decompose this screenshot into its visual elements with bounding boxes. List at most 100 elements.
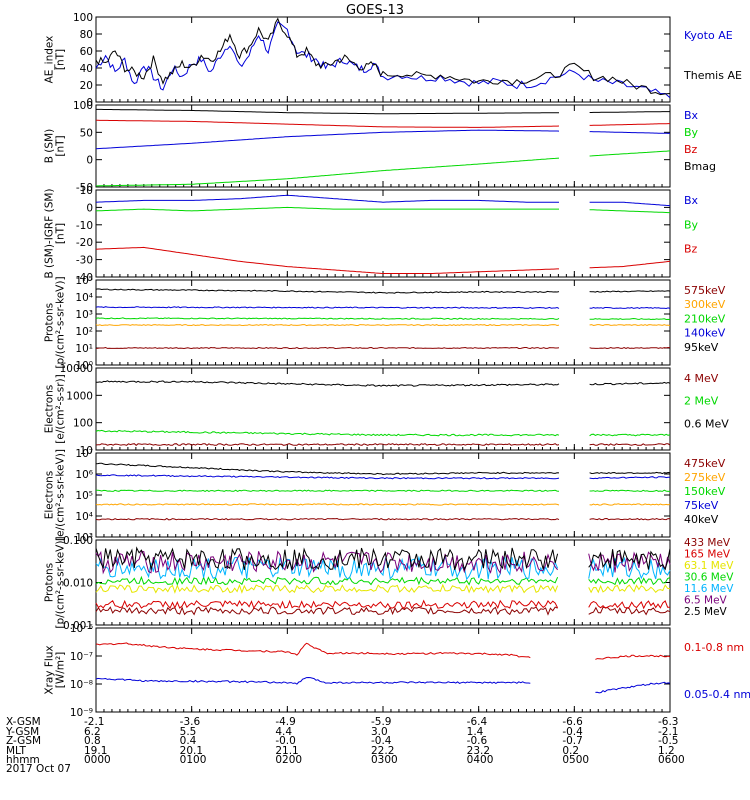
panel-frame (95, 189, 671, 278)
y-tick-label: 40 (80, 63, 93, 75)
footer-cell: 0.4 (179, 735, 197, 747)
y-tick-label: -10 (76, 220, 93, 232)
footer-cell: 0200 (275, 754, 303, 766)
series-line (95, 503, 671, 506)
footer-cell: -6.4 (466, 716, 488, 728)
footer-cell: 6.2 (84, 726, 101, 738)
panel-1: 100 80 60 40 20 0 AE_index [nT] Kyoto AE Themis A… (44, 12, 742, 109)
y-tick-label: 100 (73, 100, 93, 112)
y-tick-label: 0.100 (63, 535, 93, 547)
footer-cell: 0400 (466, 754, 494, 766)
panel-5: 10000 1000 100 10 Electrons [e/(cm²-s-sr)] 4 M… (44, 363, 730, 457)
series-line (95, 550, 671, 575)
footer-row-label: hhmm (6, 754, 40, 766)
y-axis-label: [W/m²] (55, 652, 67, 689)
y-axis-label: [p/(cm²-s-sr-keV)] (55, 536, 67, 628)
footer-cell: 0.8 (84, 735, 101, 747)
y-tick-label: 20 (80, 80, 93, 92)
panel-6: 10⁷ 10⁶ 10⁵ 10⁴ 10³ Electrons [e/(cm²-s-sr-keV… (44, 448, 726, 544)
footer-cell: 0000 (84, 754, 111, 766)
series-line (95, 317, 671, 321)
y-axis-label: [e/(cm²-s-sr)] (55, 374, 67, 443)
legend-label: 210keV (684, 312, 726, 325)
y-axis-label: [p/(cm²-s-sr-keV)] (55, 276, 67, 368)
footer-cell: 4.4 (275, 726, 293, 738)
series-line (95, 583, 671, 594)
series-line (95, 346, 671, 350)
footer-cell: 23.2 (466, 745, 491, 757)
panel-3: 10 0 -10 -20 -30 -40 B (SM)-IGRF (SM) [nT] Bx By B… (44, 185, 699, 284)
series-line (95, 380, 671, 388)
series-line (96, 150, 671, 187)
y-tick-label: 10⁻⁹ (70, 707, 93, 719)
y-axis-label: [nT] (55, 223, 67, 244)
y-tick-label: -20 (76, 237, 93, 249)
series-line (95, 462, 671, 476)
legend-label: 300keV (684, 298, 726, 311)
footer-cell: 5.5 (179, 726, 197, 738)
series-line (95, 429, 671, 437)
legend-label: 0.6 MeV (684, 417, 729, 430)
series-line (95, 599, 670, 610)
legend-label: 0.05-0.4 nm (684, 688, 750, 701)
y-tick-label: 10 (80, 445, 93, 457)
series-line (95, 676, 671, 694)
footer-cell: -3.6 (179, 716, 201, 728)
legend-label: 63.1 MeV (684, 560, 734, 572)
legend-label: 150keV (684, 485, 726, 498)
y-tick-label: 80 (80, 29, 93, 41)
legend-label: 40keV (684, 513, 719, 526)
footer-row-label: Y-GSM (6, 726, 40, 738)
y-tick-label: 60 (80, 46, 93, 58)
legend-label: 575keV (684, 284, 726, 297)
legend-label: Bz (684, 243, 698, 256)
plot-title: GOES-13 (346, 3, 404, 18)
y-tick-label: -40 (76, 272, 93, 284)
footer-cell: 19.1 (84, 745, 108, 757)
legend-label: 75keV (684, 499, 719, 512)
legend-label: 2.5 MeV (684, 606, 728, 618)
footer-cell: 0600 (658, 754, 685, 766)
footer-cell: -0.4 (562, 726, 583, 738)
series-line (96, 119, 670, 128)
y-tick-label: -30 (76, 255, 93, 267)
panel-frame (95, 16, 671, 103)
legend-label: Bmag (684, 160, 716, 173)
footer-cell: -0.0 (275, 735, 296, 747)
footer-cell: 0300 (371, 754, 398, 766)
footer-cell: -0.7 (562, 735, 583, 747)
y-axis-label: Protons (44, 563, 56, 602)
y-tick-label: 100 (73, 12, 93, 24)
y-tick-label: 10⁰ (75, 360, 93, 372)
series-line (96, 108, 670, 115)
series-line (95, 443, 671, 446)
y-tick-label: 10⁵ (75, 490, 93, 502)
y-axis-label: Xray Flux (44, 645, 56, 694)
footer-cell: 0500 (562, 754, 590, 766)
y-tick-label: 10⁻⁷ (70, 651, 93, 663)
footer-cell: -6.3 (658, 716, 679, 728)
footer-row-label: 2017 Oct 07 (6, 763, 71, 775)
series-line (96, 489, 671, 492)
y-tick-label: 10³ (75, 309, 93, 321)
footer-cell: 22.2 (371, 745, 395, 757)
y-tick-label: 1000 (66, 390, 93, 402)
series-line (95, 206, 670, 214)
footer-cell: 1.2 (658, 745, 675, 757)
footer-cell: -6.6 (562, 716, 583, 728)
footer-row-label: X-GSM (6, 716, 41, 728)
footer-cell: -0.6 (466, 735, 488, 747)
legend-label: Bx (684, 109, 699, 122)
legend-label: By (684, 126, 699, 139)
series-line (95, 323, 671, 327)
legend-label: 165 MeV (684, 549, 731, 561)
series-line (95, 517, 671, 521)
y-tick-label: 100 (73, 418, 93, 430)
footer-cell: 21.1 (275, 745, 299, 757)
y-axis-label: Electrons (44, 385, 56, 434)
y-tick-label: 10¹ (75, 343, 93, 355)
y-tick-label: 0 (86, 202, 93, 214)
series-line (95, 288, 671, 294)
